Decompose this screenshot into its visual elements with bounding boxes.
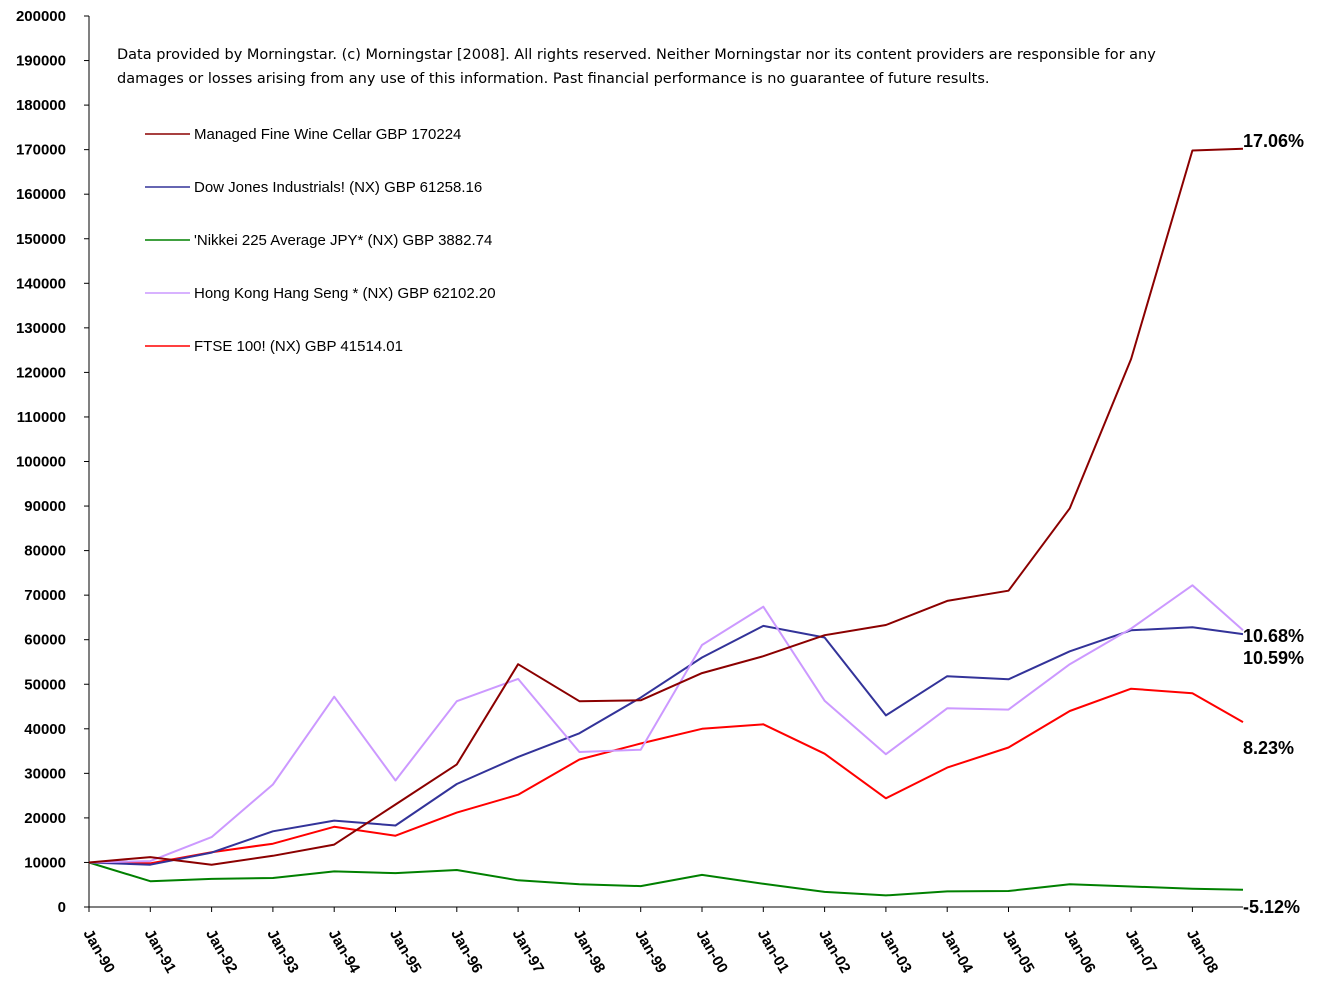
legend-label-nikkei: 'Nikkei 225 Average JPY* (NX) GBP 3882.7…	[194, 232, 492, 249]
x-tick-label: Jan-96	[447, 927, 485, 977]
series-line-3	[88, 584, 1244, 864]
y-tick-label: 90000	[24, 498, 66, 515]
x-tick-label: Jan-06	[1060, 927, 1098, 977]
y-tick-label: 70000	[24, 587, 66, 604]
series-lines	[88, 147, 1244, 897]
y-axis: 0 10000 20000 30000 40000 50000 60000 70000 8000…	[16, 8, 90, 916]
y-tick-label: 200000	[16, 8, 66, 25]
note-line-1: Data provided by Morningstar. (c) Mornin…	[117, 47, 1156, 63]
y-tick-label: 110000	[17, 409, 66, 426]
x-tick-label: Jan-98	[570, 927, 608, 977]
legend-label-dow-jones: Dow Jones Industrials! (NX) GBP 61258.16	[194, 179, 482, 196]
legend-label-hang-seng: Hong Kong Hang Seng * (NX) GBP 62102.20	[194, 285, 496, 302]
y-tick-label: 170000	[16, 142, 66, 159]
y-tick-label: 100000	[16, 454, 66, 471]
series-line-4	[88, 687, 1244, 865]
legend: Managed Fine Wine Cellar GBP 170224 Dow …	[145, 126, 496, 355]
note-line-2: damages or losses arising from any use o…	[117, 71, 990, 87]
y-tick-label: 60000	[24, 632, 66, 649]
y-tick-label: 160000	[16, 186, 66, 203]
end-label-nikkei: -5.12%	[1243, 897, 1300, 917]
x-axis: Jan-90 Jan-91 Jan-92 Jan-93 Jan-94 Jan-95 Jan-…	[80, 906, 1243, 977]
x-tick-label: Jan-93	[263, 927, 301, 977]
y-tick-label: 190000	[16, 53, 66, 70]
x-tick-label: Jan-01	[754, 927, 792, 977]
y-tick-label: 30000	[24, 765, 66, 782]
y-tick-label: 140000	[16, 275, 66, 292]
y-tick-label: 80000	[24, 543, 66, 560]
end-label-dow-jones: 10.68%	[1243, 626, 1304, 646]
y-tick-label: 40000	[24, 721, 66, 738]
y-tick-label: 10000	[24, 854, 66, 871]
x-tick-label: Jan-90	[80, 927, 118, 977]
end-label-wine: 17.06%	[1243, 131, 1304, 151]
y-tick-label: 0	[58, 899, 66, 916]
y-tick-label: 50000	[24, 676, 66, 693]
x-tick-label: Jan-95	[386, 927, 424, 977]
y-tick-label: 130000	[16, 320, 66, 337]
y-tick-label: 120000	[16, 364, 66, 381]
y-tick-label: 150000	[16, 231, 66, 248]
y-tick-label: 180000	[16, 97, 66, 114]
series-line-2	[88, 861, 1244, 897]
x-tick-label: Jan-02	[815, 927, 853, 977]
y-tick-label: 20000	[24, 810, 66, 827]
x-tick-label: Jan-08	[1183, 927, 1221, 977]
end-label-hang-seng: 10.59%	[1243, 648, 1304, 668]
x-tick-label: Jan-99	[631, 927, 669, 977]
series-line-0	[88, 147, 1244, 866]
x-tick-label: Jan-00	[693, 927, 731, 977]
x-tick-label: Jan-97	[509, 927, 547, 977]
series-line-1	[88, 624, 1244, 866]
x-tick-label: Jan-05	[999, 927, 1037, 977]
x-tick-label: Jan-07	[1122, 927, 1160, 977]
end-label-ftse: 8.23%	[1243, 738, 1294, 758]
legend-label-ftse: FTSE 100! (NX) GBP 41514.01	[194, 338, 403, 355]
legend-label-wine: Managed Fine Wine Cellar GBP 170224	[194, 126, 461, 143]
x-tick-label: Jan-94	[325, 927, 364, 977]
x-tick-label: Jan-91	[141, 927, 179, 977]
data-disclaimer-note: Data provided by Morningstar. (c) Mornin…	[117, 47, 1156, 87]
x-tick-label: Jan-92	[202, 927, 240, 977]
x-tick-label: Jan-03	[876, 927, 914, 977]
end-labels: 17.06% 10.68% 10.59% 8.23% -5.12%	[1243, 131, 1304, 917]
x-tick-label: Jan-04	[938, 927, 977, 977]
